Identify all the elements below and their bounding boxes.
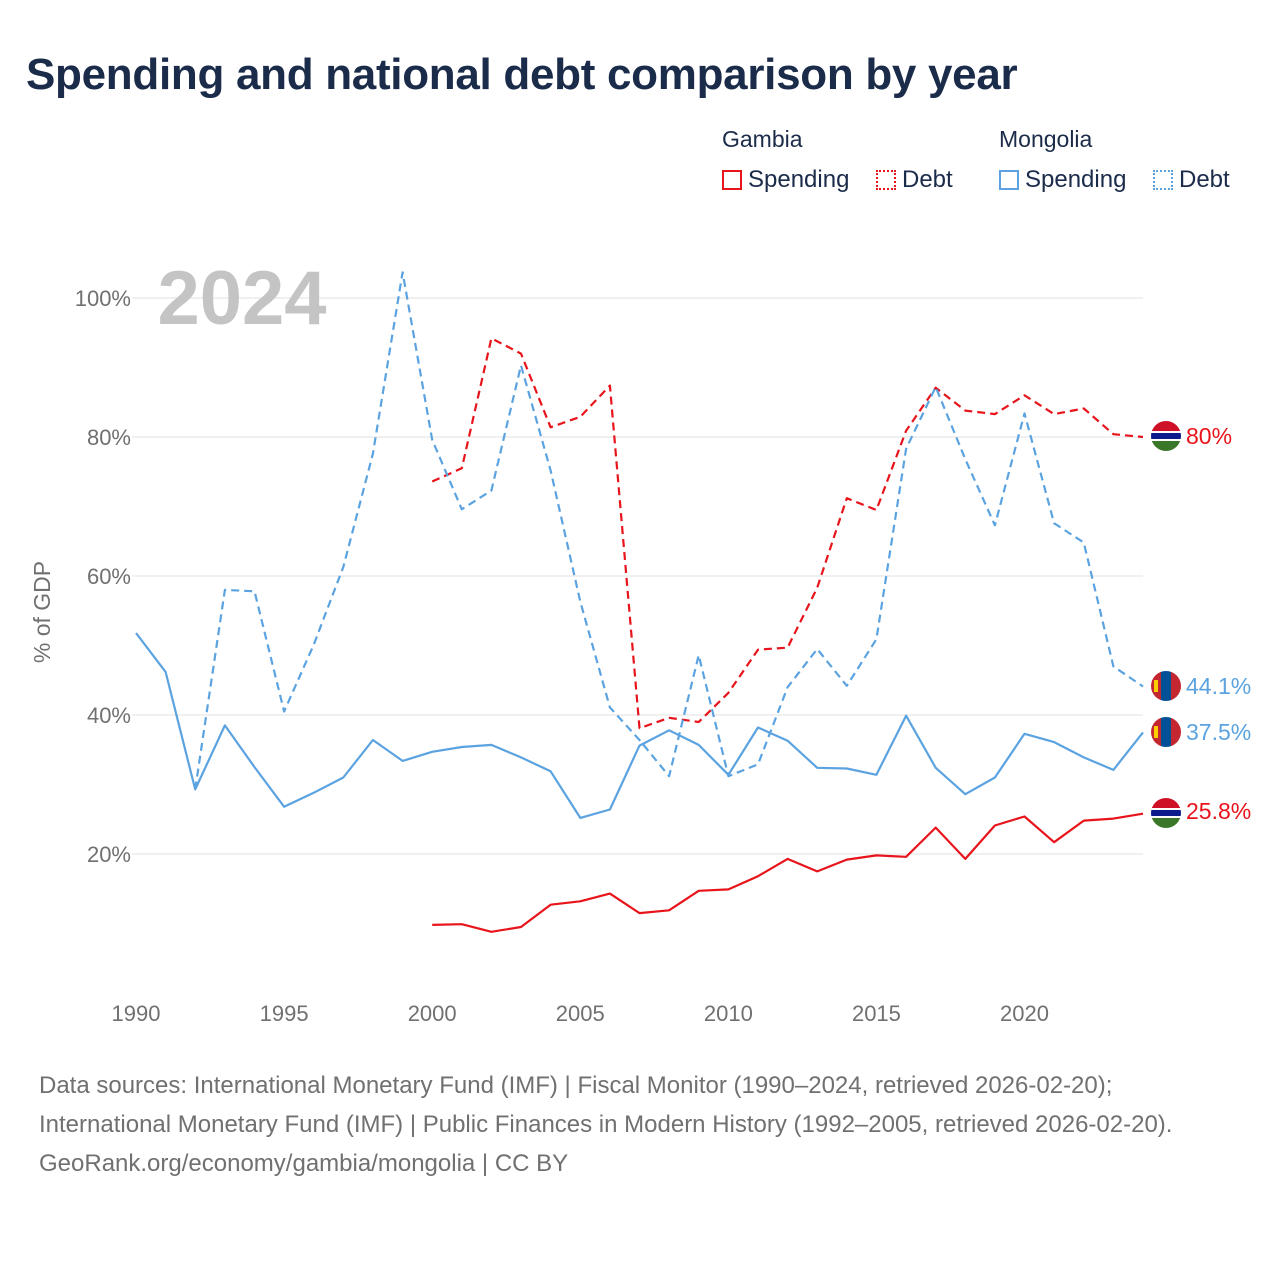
data-sources: Data sources: International Monetary Fun… bbox=[39, 1072, 1173, 1138]
series-line-mongolia-debt[interactable] bbox=[194, 271, 1144, 790]
x-tick-label: 2020 bbox=[1000, 1001, 1049, 1026]
series-line-gambia-spending[interactable] bbox=[432, 812, 1144, 933]
legend-mongolia-debt[interactable]: Debt bbox=[1153, 166, 1230, 194]
legend-label: Spending bbox=[1025, 166, 1127, 193]
y-tick-label: 60% bbox=[87, 564, 131, 589]
gambia-flag-icon bbox=[1151, 421, 1181, 451]
year-watermark: 2024 bbox=[157, 256, 326, 341]
legend-label: Spending bbox=[748, 166, 850, 193]
legend-gambia-spending[interactable]: Spending bbox=[722, 166, 849, 194]
x-tick-label: 2010 bbox=[704, 1001, 753, 1026]
y-tick-label: 20% bbox=[87, 842, 131, 867]
y-axis-label: % of GDP bbox=[29, 561, 55, 663]
x-tick-label: 1990 bbox=[112, 1001, 161, 1026]
end-label-gambia-debt: 80% bbox=[1186, 423, 1232, 449]
legend-swatch-solid-blue bbox=[999, 170, 1019, 190]
x-tick-label: 2015 bbox=[852, 1001, 901, 1026]
legend-label: Debt bbox=[1179, 166, 1230, 193]
credit-link[interactable]: GeoRank.org/economy/gambia/mongolia | CC… bbox=[39, 1150, 569, 1177]
end-label-gambia-spending: 25.8% bbox=[1186, 798, 1251, 824]
gambia-flag-icon bbox=[1151, 798, 1181, 828]
legend-swatch-solid-red bbox=[722, 170, 742, 190]
mongolia-flag-icon bbox=[1151, 717, 1181, 747]
y-tick-label: 40% bbox=[87, 703, 131, 728]
y-tick-label: 100% bbox=[75, 286, 131, 311]
legend-swatch-dotted-red bbox=[876, 170, 896, 190]
series-line-mongolia-spending[interactable] bbox=[135, 632, 1144, 820]
y-tick-label: 80% bbox=[87, 425, 131, 450]
legend-label: Debt bbox=[902, 166, 953, 193]
x-tick-label: 2000 bbox=[408, 1001, 457, 1026]
legend-swatch-dotted-blue bbox=[1153, 170, 1173, 190]
legend-group-gambia: Gambia bbox=[722, 126, 803, 152]
legend-mongolia-spending[interactable]: Spending bbox=[999, 166, 1126, 194]
mongolia-flag-icon bbox=[1151, 671, 1181, 701]
end-label-mongolia-spending: 37.5% bbox=[1186, 719, 1251, 745]
chart-title: Spending and national debt comparison by… bbox=[26, 50, 1018, 99]
series-line-gambia-debt[interactable] bbox=[431, 337, 1144, 730]
x-tick-label: 2005 bbox=[556, 1001, 605, 1026]
x-tick-label: 1995 bbox=[260, 1001, 309, 1026]
line-chart: 20% 40% 60% 80% 100% 1990 1995 2000 2005 2010 2015… bbox=[29, 256, 1251, 1026]
legend-group-mongolia: Mongolia bbox=[999, 126, 1093, 152]
legend-gambia-debt[interactable]: Debt bbox=[876, 166, 953, 194]
end-label-mongolia-debt: 44.1% bbox=[1186, 673, 1251, 699]
footer: Data sources: International Monetary Fun… bbox=[39, 1066, 1239, 1183]
